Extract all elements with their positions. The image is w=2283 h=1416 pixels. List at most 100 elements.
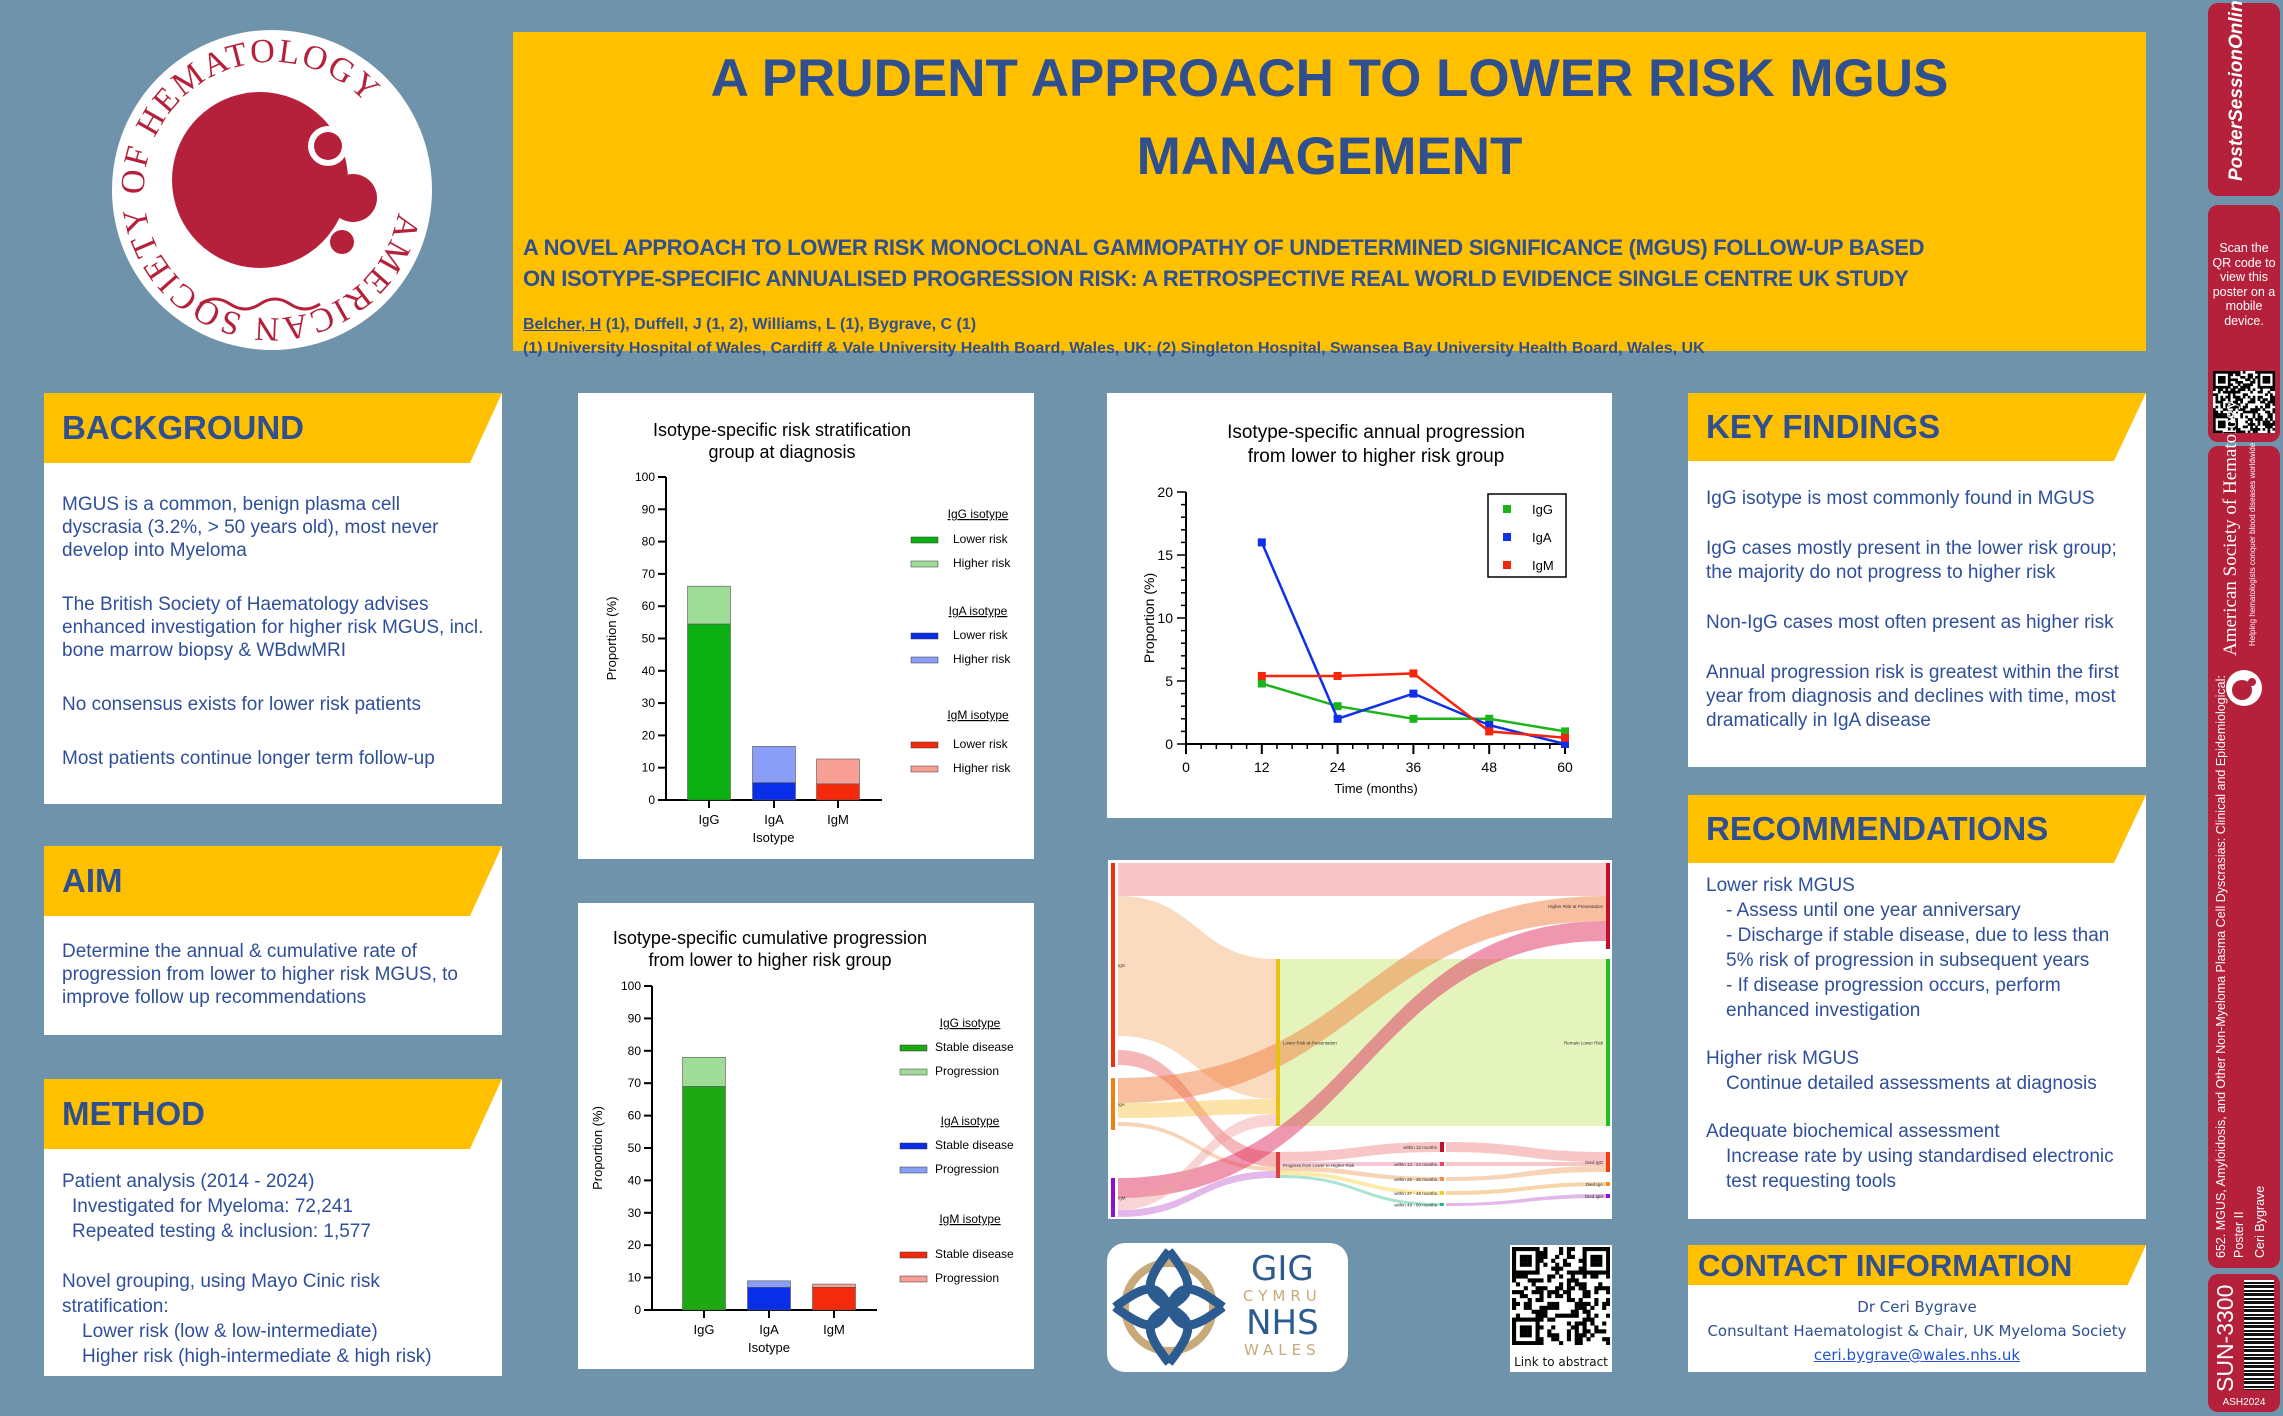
qr-module <box>2213 385 2216 389</box>
qr-module <box>1535 1317 1540 1322</box>
qr-module <box>2213 371 2216 374</box>
title-line-2: MANAGEMENT <box>1136 127 1523 186</box>
qr-module <box>1512 1301 1517 1306</box>
qr-module <box>2235 410 2238 414</box>
qr-module <box>2235 430 2238 433</box>
qr-module <box>2220 405 2224 409</box>
qr-module <box>1586 1247 1591 1252</box>
qr-module <box>1539 1250 1544 1256</box>
qr-module <box>1543 1247 1548 1252</box>
qr-module <box>2213 378 2216 382</box>
qr-module <box>2220 371 2224 374</box>
qr-module <box>1602 1270 1607 1275</box>
sankey-flow <box>1118 1050 1276 1167</box>
qr-module <box>1551 1301 1556 1306</box>
risk-stratification-chart: Isotype-specific risk stratificationgrou… <box>578 393 1034 859</box>
qr-module <box>2255 430 2258 433</box>
chart-title: Isotype-specific cumulative progression <box>613 928 927 948</box>
sankey-node <box>1606 1194 1610 1198</box>
sankey-flow <box>1118 1099 1276 1118</box>
data-point <box>1333 702 1342 711</box>
sankey-flow <box>1118 863 1606 896</box>
qr-module <box>2230 390 2234 394</box>
qr-module <box>1598 1258 1603 1263</box>
qr-module <box>2247 383 2251 387</box>
qr-module <box>1582 1294 1587 1299</box>
sankey-node-label: Remain Lower Risk <box>1564 1041 1604 1046</box>
qr-module <box>2255 428 2258 431</box>
legend-heading: IgG isotype <box>940 1016 1001 1030</box>
qr-module <box>1570 1297 1575 1303</box>
qr-module <box>2250 390 2253 394</box>
qr-module <box>2257 378 2261 382</box>
qr-module <box>1566 1270 1571 1275</box>
qr-module <box>2257 385 2261 389</box>
method-line: Investigated for Myeloma: 72,241 <box>72 1196 353 1217</box>
qr-module <box>1543 1286 1548 1291</box>
qr-module <box>1543 1262 1548 1267</box>
qr-module <box>1543 1309 1548 1314</box>
qr-module <box>1566 1278 1571 1283</box>
qr-module <box>2265 423 2268 426</box>
qr-module <box>2270 398 2273 401</box>
qr-module <box>1512 1341 1517 1345</box>
sankey-node-label: IgA <box>1118 1102 1125 1107</box>
qr-module <box>1594 1329 1599 1334</box>
bar-segment <box>747 1280 791 1288</box>
qr-module <box>2242 388 2246 392</box>
x-axis-label: Time (months) <box>1334 781 1417 796</box>
qr-module <box>1594 1286 1599 1291</box>
qr-module <box>1566 1294 1571 1299</box>
qr-module <box>1570 1270 1575 1275</box>
qr-module <box>2230 430 2234 433</box>
qr-module <box>1562 1290 1568 1295</box>
qr-module <box>2252 428 2256 431</box>
qr-module <box>1574 1333 1579 1338</box>
qr-module <box>2257 408 2261 411</box>
qr-module <box>2265 371 2268 374</box>
qr-module <box>2262 408 2266 411</box>
method-line: Higher risk (high-intermediate & high ri… <box>82 1346 432 1367</box>
qr-module <box>2260 415 2263 419</box>
qr-module <box>2260 385 2263 389</box>
qr-code-icon[interactable] <box>1512 1247 1610 1345</box>
qr-module <box>1535 1270 1540 1275</box>
data-point <box>1409 689 1418 698</box>
qr-module <box>2260 405 2263 409</box>
qr-module <box>2250 428 2253 431</box>
qr-module <box>2235 425 2238 429</box>
qr-module <box>1519 1294 1524 1299</box>
contact-email-link[interactable]: ceri.bygrave@wales.nhs.uk <box>1813 1346 2021 1364</box>
qr-code-icon[interactable] <box>2213 371 2275 433</box>
y-tick-label: 60 <box>642 599 656 613</box>
qr-module <box>2262 380 2266 384</box>
qr-module <box>1531 1309 1536 1314</box>
method-section: METHOD Patient analysis (2014 - 2024) In… <box>44 1079 502 1376</box>
y-tick-label: 20 <box>642 728 656 742</box>
sankey-flow <box>1280 1166 1440 1181</box>
qr-module <box>1570 1309 1575 1314</box>
qr-module <box>2265 378 2268 382</box>
sankey-node-label: within 25 - 36 months <box>1394 1177 1438 1182</box>
qr-module <box>2247 430 2251 433</box>
qr-module <box>2220 378 2224 382</box>
qr-module <box>1519 1317 1524 1322</box>
qr-module <box>2265 380 2268 384</box>
qr-module <box>1512 1337 1517 1342</box>
poster-session-online-logo[interactable]: PosterSessionOnline.com <box>2208 0 2280 196</box>
sankey-flow <box>1280 1171 1440 1195</box>
qr-module <box>1539 1317 1544 1322</box>
qr-module <box>1566 1250 1571 1256</box>
qr-module <box>1539 1254 1544 1259</box>
y-tick-label: 90 <box>642 502 656 516</box>
sankey-flow <box>1118 896 1606 1103</box>
qr-module <box>2230 413 2234 416</box>
abstract-qr[interactable]: Link to abstract <box>1510 1245 1612 1372</box>
sankey-node-label: within 12 months <box>1403 1145 1438 1150</box>
qr-module <box>2213 413 2216 416</box>
qr-module <box>2247 375 2251 379</box>
qr-module <box>1531 1270 1536 1275</box>
qr-module <box>2252 400 2256 404</box>
legend-box <box>1487 493 1567 578</box>
qr-module <box>2235 373 2238 377</box>
